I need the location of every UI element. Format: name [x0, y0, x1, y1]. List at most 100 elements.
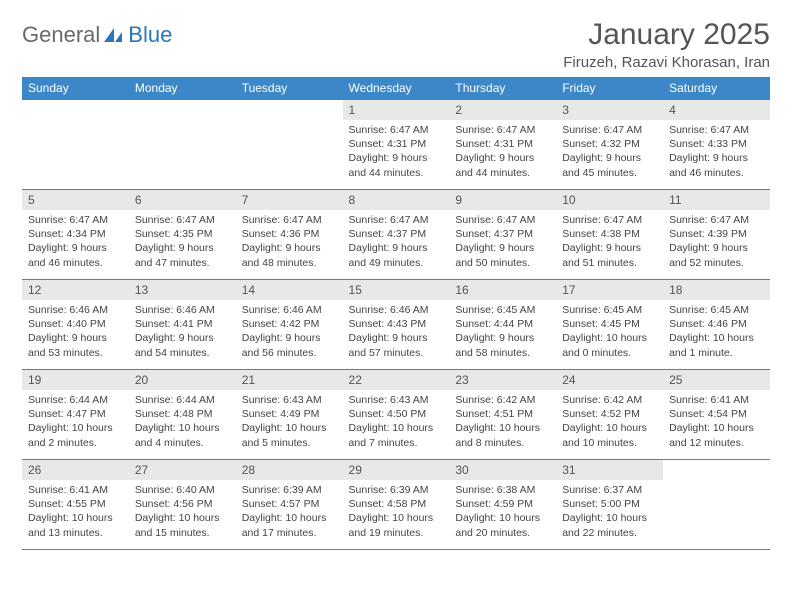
- day-content: Sunrise: 6:47 AMSunset: 4:31 PMDaylight:…: [343, 120, 450, 186]
- calendar-cell: 15Sunrise: 6:46 AMSunset: 4:43 PMDayligh…: [343, 280, 450, 370]
- day-content: Sunrise: 6:41 AMSunset: 4:54 PMDaylight:…: [663, 390, 770, 456]
- sail-icon: [102, 26, 126, 44]
- calendar-cell: 7Sunrise: 6:47 AMSunset: 4:36 PMDaylight…: [236, 190, 343, 280]
- day-number: 25: [663, 370, 770, 390]
- day-content: Sunrise: 6:46 AMSunset: 4:41 PMDaylight:…: [129, 300, 236, 366]
- day-content: Sunrise: 6:43 AMSunset: 4:50 PMDaylight:…: [343, 390, 450, 456]
- logo-text-blue: Blue: [128, 22, 172, 48]
- header: General Blue January 2025 Firuzeh, Razav…: [22, 18, 770, 71]
- day-number: 29: [343, 460, 450, 480]
- day-number: 8: [343, 190, 450, 210]
- calendar-cell: 6Sunrise: 6:47 AMSunset: 4:35 PMDaylight…: [129, 190, 236, 280]
- calendar-cell: 25Sunrise: 6:41 AMSunset: 4:54 PMDayligh…: [663, 370, 770, 460]
- day-content: Sunrise: 6:39 AMSunset: 4:58 PMDaylight:…: [343, 480, 450, 546]
- day-number: 24: [556, 370, 663, 390]
- day-content: Sunrise: 6:45 AMSunset: 4:45 PMDaylight:…: [556, 300, 663, 366]
- calendar-row: 26Sunrise: 6:41 AMSunset: 4:55 PMDayligh…: [22, 460, 770, 550]
- day-content: Sunrise: 6:43 AMSunset: 4:49 PMDaylight:…: [236, 390, 343, 456]
- weekday-header: Thursday: [449, 77, 556, 100]
- day-number: 6: [129, 190, 236, 210]
- month-title: January 2025: [563, 18, 770, 52]
- day-content: Sunrise: 6:47 AMSunset: 4:34 PMDaylight:…: [22, 210, 129, 276]
- calendar-row: 19Sunrise: 6:44 AMSunset: 4:47 PMDayligh…: [22, 370, 770, 460]
- day-number: 22: [343, 370, 450, 390]
- day-number: 3: [556, 100, 663, 120]
- weekday-header: Wednesday: [343, 77, 450, 100]
- calendar-table: Sunday Monday Tuesday Wednesday Thursday…: [22, 77, 770, 550]
- calendar-cell: 14Sunrise: 6:46 AMSunset: 4:42 PMDayligh…: [236, 280, 343, 370]
- calendar-cell: 17Sunrise: 6:45 AMSunset: 4:45 PMDayligh…: [556, 280, 663, 370]
- weekday-header-row: Sunday Monday Tuesday Wednesday Thursday…: [22, 77, 770, 100]
- calendar-cell: 1Sunrise: 6:47 AMSunset: 4:31 PMDaylight…: [343, 100, 450, 190]
- day-content: Sunrise: 6:47 AMSunset: 4:32 PMDaylight:…: [556, 120, 663, 186]
- day-content: Sunrise: 6:42 AMSunset: 4:52 PMDaylight:…: [556, 390, 663, 456]
- calendar-cell: 27Sunrise: 6:40 AMSunset: 4:56 PMDayligh…: [129, 460, 236, 550]
- calendar-cell: 16Sunrise: 6:45 AMSunset: 4:44 PMDayligh…: [449, 280, 556, 370]
- day-number: 31: [556, 460, 663, 480]
- weekday-header: Monday: [129, 77, 236, 100]
- calendar-row: 1Sunrise: 6:47 AMSunset: 4:31 PMDaylight…: [22, 100, 770, 190]
- day-content: Sunrise: 6:47 AMSunset: 4:31 PMDaylight:…: [449, 120, 556, 186]
- calendar-cell: 18Sunrise: 6:45 AMSunset: 4:46 PMDayligh…: [663, 280, 770, 370]
- calendar-cell: 30Sunrise: 6:38 AMSunset: 4:59 PMDayligh…: [449, 460, 556, 550]
- calendar-cell: 2Sunrise: 6:47 AMSunset: 4:31 PMDaylight…: [449, 100, 556, 190]
- day-number: 11: [663, 190, 770, 210]
- logo: General Blue: [22, 22, 172, 48]
- weekday-header: Tuesday: [236, 77, 343, 100]
- day-number: 20: [129, 370, 236, 390]
- logo-text-general: General: [22, 22, 100, 48]
- calendar-cell: 31Sunrise: 6:37 AMSunset: 5:00 PMDayligh…: [556, 460, 663, 550]
- calendar-cell: 13Sunrise: 6:46 AMSunset: 4:41 PMDayligh…: [129, 280, 236, 370]
- day-content: Sunrise: 6:38 AMSunset: 4:59 PMDaylight:…: [449, 480, 556, 546]
- calendar-cell: 10Sunrise: 6:47 AMSunset: 4:38 PMDayligh…: [556, 190, 663, 280]
- day-number: 2: [449, 100, 556, 120]
- day-content: Sunrise: 6:44 AMSunset: 4:47 PMDaylight:…: [22, 390, 129, 456]
- calendar-cell: 22Sunrise: 6:43 AMSunset: 4:50 PMDayligh…: [343, 370, 450, 460]
- calendar-cell: [236, 100, 343, 190]
- day-content: Sunrise: 6:47 AMSunset: 4:37 PMDaylight:…: [343, 210, 450, 276]
- day-content: Sunrise: 6:45 AMSunset: 4:46 PMDaylight:…: [663, 300, 770, 366]
- calendar-cell: 12Sunrise: 6:46 AMSunset: 4:40 PMDayligh…: [22, 280, 129, 370]
- calendar-cell: [22, 100, 129, 190]
- day-number: 14: [236, 280, 343, 300]
- day-content: Sunrise: 6:47 AMSunset: 4:39 PMDaylight:…: [663, 210, 770, 276]
- day-number: 1: [343, 100, 450, 120]
- day-number: 13: [129, 280, 236, 300]
- day-content: Sunrise: 6:45 AMSunset: 4:44 PMDaylight:…: [449, 300, 556, 366]
- weekday-header: Sunday: [22, 77, 129, 100]
- calendar-cell: 4Sunrise: 6:47 AMSunset: 4:33 PMDaylight…: [663, 100, 770, 190]
- day-content: Sunrise: 6:39 AMSunset: 4:57 PMDaylight:…: [236, 480, 343, 546]
- day-content: Sunrise: 6:46 AMSunset: 4:43 PMDaylight:…: [343, 300, 450, 366]
- day-content: Sunrise: 6:46 AMSunset: 4:42 PMDaylight:…: [236, 300, 343, 366]
- calendar-cell: 26Sunrise: 6:41 AMSunset: 4:55 PMDayligh…: [22, 460, 129, 550]
- calendar-cell: 20Sunrise: 6:44 AMSunset: 4:48 PMDayligh…: [129, 370, 236, 460]
- calendar-cell: 23Sunrise: 6:42 AMSunset: 4:51 PMDayligh…: [449, 370, 556, 460]
- day-number: 17: [556, 280, 663, 300]
- day-number: 23: [449, 370, 556, 390]
- location: Firuzeh, Razavi Khorasan, Iran: [563, 54, 770, 71]
- calendar-cell: 29Sunrise: 6:39 AMSunset: 4:58 PMDayligh…: [343, 460, 450, 550]
- day-content: Sunrise: 6:40 AMSunset: 4:56 PMDaylight:…: [129, 480, 236, 546]
- day-content: Sunrise: 6:46 AMSunset: 4:40 PMDaylight:…: [22, 300, 129, 366]
- calendar-cell: 19Sunrise: 6:44 AMSunset: 4:47 PMDayligh…: [22, 370, 129, 460]
- calendar-cell: 8Sunrise: 6:47 AMSunset: 4:37 PMDaylight…: [343, 190, 450, 280]
- day-number: 26: [22, 460, 129, 480]
- day-content: Sunrise: 6:47 AMSunset: 4:37 PMDaylight:…: [449, 210, 556, 276]
- title-block: January 2025 Firuzeh, Razavi Khorasan, I…: [563, 18, 770, 71]
- day-number: 9: [449, 190, 556, 210]
- day-content: Sunrise: 6:44 AMSunset: 4:48 PMDaylight:…: [129, 390, 236, 456]
- day-number: 18: [663, 280, 770, 300]
- calendar-cell: 28Sunrise: 6:39 AMSunset: 4:57 PMDayligh…: [236, 460, 343, 550]
- day-number: 4: [663, 100, 770, 120]
- day-content: Sunrise: 6:41 AMSunset: 4:55 PMDaylight:…: [22, 480, 129, 546]
- day-number: 30: [449, 460, 556, 480]
- day-number: 21: [236, 370, 343, 390]
- day-number: 27: [129, 460, 236, 480]
- weekday-header: Saturday: [663, 77, 770, 100]
- day-content: Sunrise: 6:47 AMSunset: 4:38 PMDaylight:…: [556, 210, 663, 276]
- calendar-cell: 21Sunrise: 6:43 AMSunset: 4:49 PMDayligh…: [236, 370, 343, 460]
- day-content: Sunrise: 6:47 AMSunset: 4:35 PMDaylight:…: [129, 210, 236, 276]
- day-number: 16: [449, 280, 556, 300]
- calendar-row: 5Sunrise: 6:47 AMSunset: 4:34 PMDaylight…: [22, 190, 770, 280]
- weekday-header: Friday: [556, 77, 663, 100]
